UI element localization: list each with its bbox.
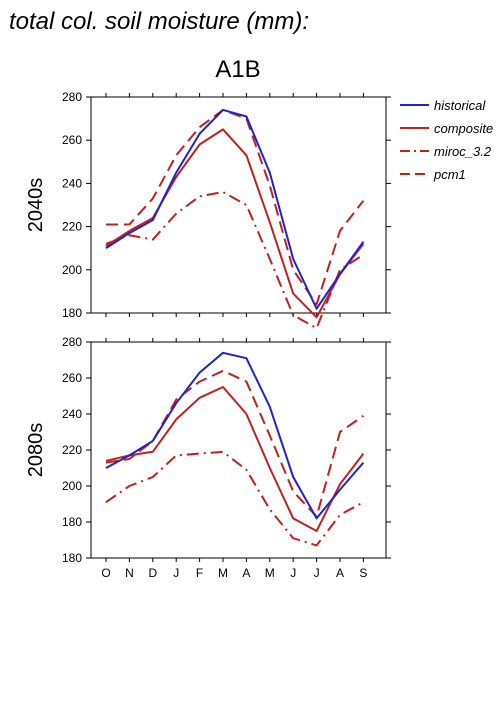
legend: historical composite miroc_3.2 pcm1 bbox=[400, 98, 493, 182]
x-tick-label: M bbox=[265, 566, 275, 580]
y-tick-label: 240 bbox=[62, 407, 82, 421]
y-tick-label: 180 bbox=[62, 515, 82, 529]
x-tick-label: J bbox=[314, 566, 320, 580]
series-line-pcm1 bbox=[106, 108, 365, 306]
series-line-historical bbox=[105, 351, 365, 520]
y-tick-label: 220 bbox=[62, 220, 82, 234]
x-tick-label: J bbox=[173, 566, 179, 580]
x-tick-label: D bbox=[148, 566, 157, 580]
y-tick-label: 180 bbox=[62, 306, 82, 320]
series-line-pcm1 bbox=[105, 369, 364, 518]
series-line-miroc_3.2 bbox=[105, 450, 364, 547]
panel-title: A1B bbox=[215, 56, 261, 83]
legend-entry-label: historical bbox=[434, 98, 486, 113]
x-tick-label: S bbox=[359, 566, 367, 580]
x-tick-label: J bbox=[290, 566, 296, 580]
x-tick-label: A bbox=[336, 566, 344, 580]
series-line-historical bbox=[105, 108, 365, 310]
legend-entry-label: pcm1 bbox=[433, 167, 466, 182]
x-tick-label: O bbox=[101, 566, 110, 580]
y-tick-label: 180 bbox=[62, 551, 82, 565]
chart-panel-2040s: 180 200 220 240 260 280 2040s bbox=[25, 90, 391, 330]
series-line-composite bbox=[105, 128, 365, 319]
row-label: 2040s bbox=[25, 178, 47, 233]
legend-entry-label: miroc_3.2 bbox=[434, 144, 492, 159]
y-tick-label: 260 bbox=[62, 371, 82, 385]
plot-frame bbox=[90, 96, 387, 314]
y-tick-label: 240 bbox=[62, 176, 82, 190]
series-line-composite bbox=[105, 386, 365, 532]
legend-entry-label: composite bbox=[434, 121, 493, 136]
page-title: total col. soil moisture (mm): bbox=[9, 8, 310, 35]
y-tick-label: 280 bbox=[62, 335, 82, 349]
y-tick-label: 220 bbox=[62, 443, 82, 457]
x-tick-label: M bbox=[218, 566, 228, 580]
y-tick-label: 280 bbox=[62, 90, 82, 104]
row-label: 2080s bbox=[25, 423, 47, 478]
y-tick-label: 200 bbox=[62, 263, 82, 277]
series-line-miroc_3.2 bbox=[105, 191, 364, 330]
x-tick-label: F bbox=[196, 566, 203, 580]
y-tick-label: 200 bbox=[62, 479, 82, 493]
plot-frame bbox=[90, 341, 387, 559]
y-tick-label: 260 bbox=[62, 133, 82, 147]
x-tick-label: N bbox=[125, 566, 134, 580]
x-tick-label: A bbox=[242, 566, 250, 580]
